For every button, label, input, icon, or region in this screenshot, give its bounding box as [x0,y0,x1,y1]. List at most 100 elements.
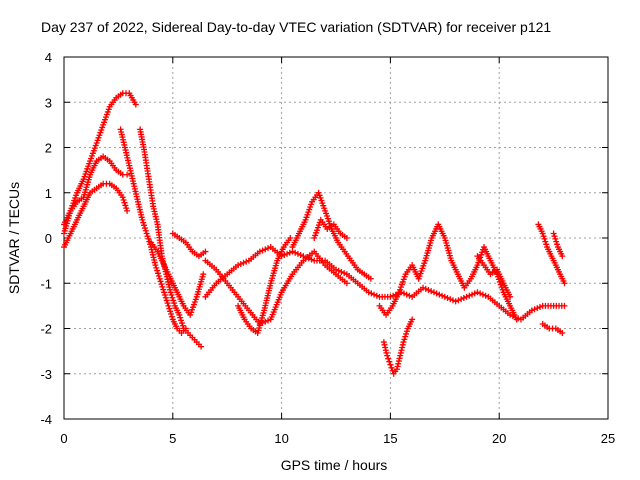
y-tick-label: -1 [40,276,52,291]
data-point [401,290,407,297]
data-point [171,300,178,307]
data-point [284,250,291,257]
data-point [139,216,146,223]
data-point [471,290,478,297]
data-point [428,288,435,295]
data-point [155,270,162,277]
data-point [235,262,242,269]
data-point [163,297,170,304]
data-point [390,292,397,299]
data-point [198,343,205,350]
data-point [179,322,186,329]
series-track-q [550,230,566,260]
data-point [265,245,271,252]
data-point [531,306,538,313]
data-point [162,294,169,301]
data-point [449,297,456,304]
data-point [539,230,546,237]
data-point [479,291,486,298]
data-point [169,294,176,301]
series-track-r [539,320,566,337]
data-point [559,253,566,260]
data-point [237,261,244,268]
data-point [262,246,269,253]
data-point [444,294,451,301]
data-point [403,330,410,337]
data-point [398,347,405,354]
data-point [561,280,568,287]
data-point [403,291,410,298]
data-point [119,194,126,201]
data-point [458,296,465,303]
data-point [513,316,520,323]
data-point [155,273,162,280]
data-point [397,349,404,356]
data-point [168,292,175,299]
data-point [397,352,404,359]
data-point [170,297,177,304]
data-point [343,280,350,287]
data-point [178,320,185,327]
data-point [381,341,388,348]
data-point [452,298,459,305]
data-point [382,347,389,354]
data-point [157,278,164,285]
data-point [543,241,550,248]
data-point [403,328,410,335]
data-point [142,227,149,234]
data-point [281,251,288,258]
data-point [394,363,401,370]
series-track-p [535,221,568,287]
data-point [124,207,131,214]
data-point [460,294,467,301]
series-track-c [61,180,131,251]
data-point [402,333,409,340]
data-point [382,344,389,351]
data-point [384,352,391,359]
data-point [469,291,475,298]
data-point [385,355,392,362]
data-point [153,264,160,271]
data-point [168,311,175,318]
data-point [160,286,167,293]
data-point [528,307,535,314]
data-point [380,339,387,346]
data-point [422,285,429,292]
data-point [396,355,403,362]
data-point [202,248,209,255]
data-point [400,339,407,346]
data-point [559,330,566,337]
data-point [256,248,263,255]
data-point [166,305,173,312]
data-point [165,302,172,309]
data-point [367,275,374,282]
data-point [393,366,400,373]
data-point [141,222,148,229]
x-tick-label: 25 [601,431,615,446]
y-tick-label: 4 [45,50,52,65]
data-point [507,293,514,300]
data-point [553,238,560,245]
data-point [158,281,165,288]
x-tick-label: 15 [383,431,397,446]
data-point [463,293,470,300]
data-point [409,316,416,323]
y-tick-label: -4 [40,412,52,427]
y-tick-label: -2 [40,322,52,337]
y-tick-label: 2 [45,141,52,156]
y-tick-label: -3 [40,367,52,382]
data-point [534,305,541,312]
data-point [388,364,395,371]
data-point [176,311,183,318]
x-tick-label: 10 [274,431,288,446]
data-point [132,101,139,108]
data-point [259,247,266,254]
data-point [161,289,168,296]
series-track-l [311,216,350,241]
series-track-o [474,253,514,300]
data-point [399,344,406,351]
data-point [338,268,345,275]
data-point [387,293,394,300]
data-point [395,358,402,365]
